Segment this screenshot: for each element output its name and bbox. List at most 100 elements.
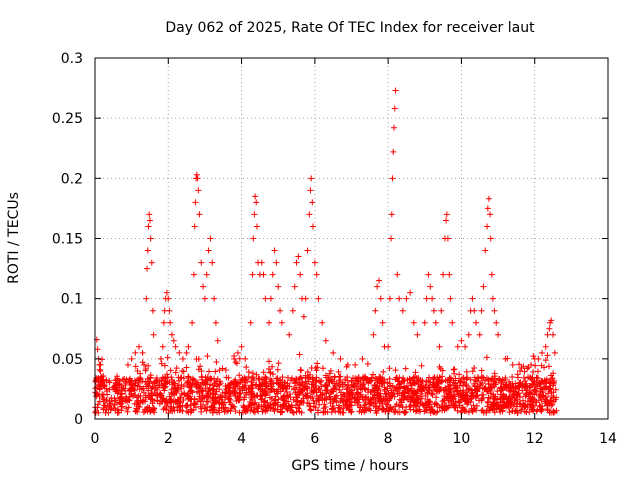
data-point bbox=[402, 409, 409, 416]
data-point bbox=[372, 307, 379, 314]
data-point bbox=[504, 400, 511, 407]
data-point bbox=[263, 383, 270, 390]
data-point bbox=[240, 384, 247, 391]
data-point bbox=[537, 394, 544, 401]
data-point bbox=[226, 395, 233, 402]
data-point bbox=[275, 360, 282, 367]
data-point bbox=[374, 283, 381, 290]
data-point bbox=[207, 235, 214, 242]
data-point bbox=[171, 380, 178, 387]
data-point bbox=[370, 402, 377, 409]
data-point bbox=[385, 343, 392, 350]
data-point bbox=[465, 331, 472, 338]
data-point bbox=[138, 386, 145, 393]
data-point bbox=[460, 374, 467, 381]
data-point bbox=[258, 396, 265, 403]
data-point bbox=[114, 406, 121, 413]
data-point bbox=[450, 393, 457, 400]
data-point bbox=[410, 395, 417, 402]
data-point bbox=[370, 371, 377, 378]
data-point bbox=[352, 375, 359, 382]
data-point bbox=[170, 379, 177, 386]
data-point bbox=[216, 378, 223, 385]
data-point bbox=[520, 397, 527, 404]
data-point bbox=[481, 385, 488, 392]
data-point bbox=[436, 374, 443, 381]
data-point bbox=[491, 383, 498, 390]
data-point bbox=[456, 402, 463, 409]
data-point bbox=[150, 331, 157, 338]
data-point bbox=[298, 367, 305, 374]
data-point bbox=[467, 398, 474, 405]
data-point bbox=[425, 378, 432, 385]
data-point bbox=[261, 390, 268, 397]
data-point bbox=[167, 367, 174, 374]
data-point bbox=[221, 408, 228, 415]
data-point bbox=[133, 394, 140, 401]
data-point bbox=[242, 355, 249, 362]
data-point bbox=[500, 381, 507, 388]
data-point bbox=[235, 380, 242, 387]
data-point bbox=[121, 375, 128, 382]
data-point bbox=[100, 398, 107, 405]
data-point bbox=[190, 406, 197, 413]
data-point bbox=[212, 368, 219, 375]
data-point bbox=[516, 361, 523, 368]
data-point bbox=[376, 394, 383, 401]
data-point bbox=[448, 375, 455, 382]
data-point bbox=[245, 403, 252, 410]
data-point bbox=[439, 378, 446, 385]
data-point bbox=[471, 365, 478, 372]
data-point bbox=[274, 366, 281, 373]
data-point bbox=[514, 407, 521, 414]
data-point bbox=[201, 295, 208, 302]
data-point bbox=[402, 409, 409, 416]
data-point bbox=[451, 404, 458, 411]
data-point bbox=[198, 368, 205, 375]
data-point bbox=[476, 385, 483, 392]
data-point bbox=[370, 395, 377, 402]
data-point bbox=[248, 391, 255, 398]
data-point bbox=[144, 247, 151, 254]
data-point bbox=[204, 390, 211, 397]
data-point bbox=[310, 374, 317, 381]
data-point bbox=[401, 377, 408, 384]
data-point bbox=[508, 399, 515, 406]
data-point bbox=[427, 283, 434, 290]
data-point bbox=[211, 295, 218, 302]
data-point bbox=[226, 399, 233, 406]
data-point bbox=[195, 356, 202, 363]
data-point bbox=[146, 217, 153, 224]
data-point bbox=[203, 271, 210, 278]
data-point bbox=[98, 373, 105, 380]
data-point bbox=[249, 382, 256, 389]
data-point bbox=[241, 377, 248, 384]
chart-title: Day 062 of 2025, Rate Of TEC Index for r… bbox=[165, 20, 535, 36]
data-point bbox=[267, 295, 274, 302]
data-point bbox=[411, 373, 418, 380]
data-point bbox=[267, 401, 274, 408]
data-point bbox=[380, 405, 387, 412]
data-point bbox=[216, 409, 223, 416]
data-point bbox=[529, 398, 536, 405]
data-point bbox=[131, 400, 138, 407]
data-point bbox=[394, 271, 401, 278]
data-point bbox=[535, 355, 542, 362]
data-point bbox=[236, 372, 243, 379]
data-point bbox=[148, 259, 155, 266]
data-point bbox=[446, 271, 453, 278]
data-point bbox=[539, 349, 546, 356]
data-point bbox=[236, 385, 243, 392]
data-point bbox=[433, 394, 440, 401]
data-point bbox=[95, 409, 102, 416]
data-point bbox=[318, 377, 325, 384]
data-point bbox=[362, 386, 369, 393]
data-point bbox=[402, 365, 409, 372]
data-point bbox=[154, 392, 161, 399]
data-point bbox=[477, 381, 484, 388]
data-point bbox=[422, 392, 429, 399]
data-point bbox=[552, 396, 559, 403]
x-tick-label: 4 bbox=[237, 431, 246, 447]
data-point bbox=[493, 319, 500, 326]
data-point bbox=[350, 381, 357, 388]
